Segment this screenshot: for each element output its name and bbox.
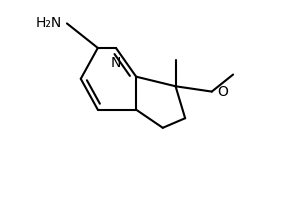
Text: H₂N: H₂N [35,16,62,30]
Text: N: N [111,56,121,71]
Text: O: O [217,85,228,99]
